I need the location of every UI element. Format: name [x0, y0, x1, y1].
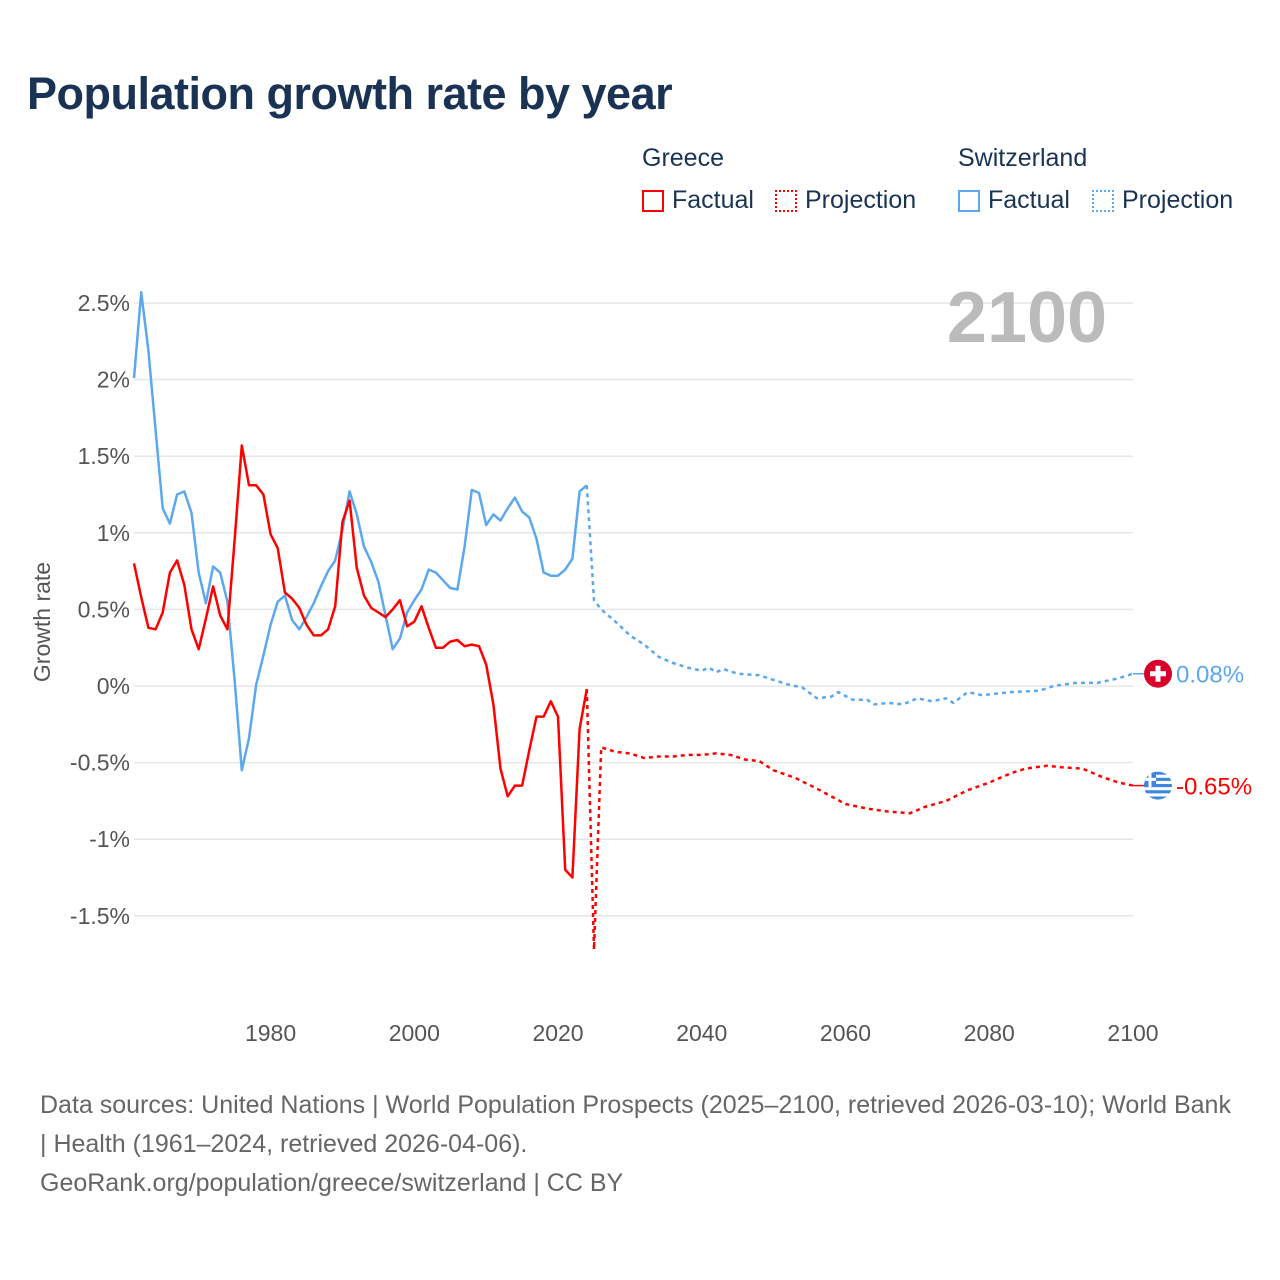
- legend-label: Projection: [1122, 186, 1234, 214]
- chart-title: Population growth rate by year: [27, 68, 673, 119]
- end-labels: 0.08% -0.65%: [1133, 659, 1252, 801]
- legend-switzerland-factual[interactable]: Factual: [958, 186, 1070, 215]
- x-tick-label: 2020: [532, 1020, 583, 1046]
- y-tick-label: -0.5%: [70, 750, 130, 776]
- y-tick-label: 1.5%: [78, 443, 130, 469]
- greece-flag-icon: [1144, 771, 1172, 800]
- series-switzerland-factual: [132, 291, 588, 772]
- series-greece-factual: [132, 444, 589, 879]
- x-tick-label: 2100: [1107, 1020, 1158, 1046]
- y-axis-label: Growth rate: [29, 562, 55, 682]
- switzerland-flag-icon: [1144, 659, 1172, 688]
- legend-label: Factual: [672, 186, 754, 214]
- series-switzerland-projection: [585, 485, 1134, 706]
- y-tick-label: 0.5%: [78, 596, 130, 622]
- footer: Data sources: United Nations | World Pop…: [40, 1086, 1240, 1203]
- end-value-label: 0.08%: [1176, 662, 1244, 689]
- grid: [134, 302, 1133, 917]
- legend-label: Projection: [805, 186, 917, 214]
- y-tick-label: 2%: [97, 367, 130, 393]
- x-tick-label: 2040: [676, 1020, 727, 1046]
- legend-swatch-dotted: [1092, 189, 1114, 212]
- x-axis: 1980 2000 2020 2040 2060 2080 2100: [245, 1020, 1159, 1046]
- legend-label: Factual: [988, 186, 1070, 214]
- series-greece-projection: [585, 689, 1134, 951]
- x-tick-label: 2080: [964, 1020, 1015, 1046]
- y-tick-label: 2.5%: [78, 290, 130, 316]
- legend-greece-factual[interactable]: Factual: [642, 186, 754, 215]
- y-tick-label: -1%: [89, 826, 130, 852]
- year-label: 2100: [947, 278, 1107, 358]
- y-tick-label: -1.5%: [70, 903, 130, 929]
- y-axis: 2.5% 2% 1.5% 1% 0.5% 0% -0.5% -1% -1.5%: [70, 290, 130, 929]
- legend-swatch-dotted: [775, 189, 797, 212]
- credit-link[interactable]: GeoRank.org/population/greece/switzerlan…: [40, 1169, 624, 1197]
- legend-group-switzerland: Switzerland: [958, 144, 1088, 172]
- x-tick-label: 1980: [245, 1020, 296, 1046]
- legend-swatch-solid: [642, 189, 664, 212]
- x-tick-label: 2060: [820, 1020, 871, 1046]
- series-lines: [132, 291, 1134, 951]
- legend-greece-projection[interactable]: Projection: [775, 186, 916, 215]
- data-sources: Data sources: United Nations | World Pop…: [40, 1091, 1231, 1158]
- end-value-label: -0.65%: [1176, 774, 1252, 801]
- legend-switzerland-projection[interactable]: Projection: [1092, 186, 1233, 215]
- x-tick-label: 2000: [389, 1020, 440, 1046]
- legend-swatch-solid: [958, 189, 980, 212]
- y-tick-label: 1%: [97, 520, 130, 546]
- y-tick-label: 0%: [97, 673, 130, 699]
- legend-group-greece: Greece: [642, 144, 724, 172]
